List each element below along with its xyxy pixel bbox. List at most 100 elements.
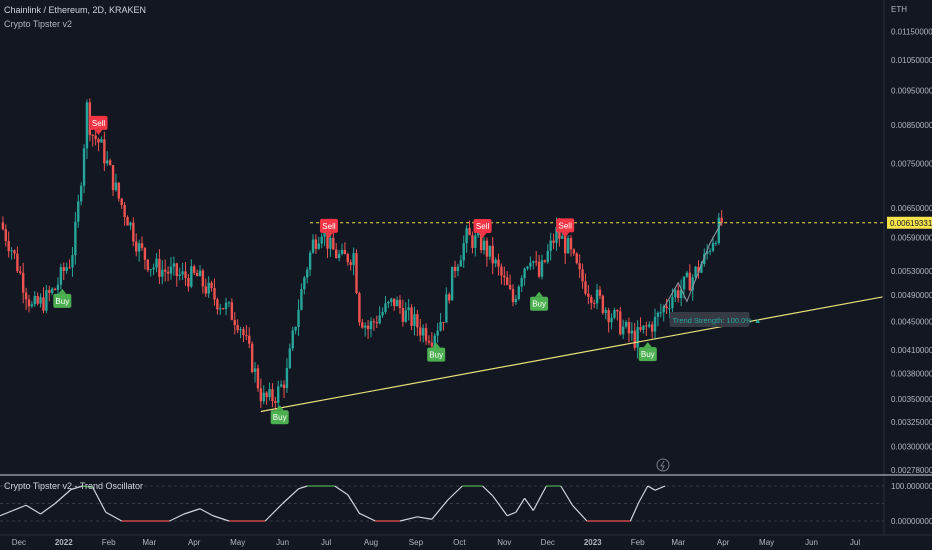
candle-body bbox=[10, 250, 13, 252]
sell-signal[interactable]: Sell bbox=[556, 218, 575, 238]
last-price-badge[interactable]: 0.00619331 bbox=[887, 216, 932, 229]
sell-signal[interactable]: Sell bbox=[473, 219, 492, 239]
oscillator-segment bbox=[82, 485, 93, 488]
candle-body bbox=[79, 185, 83, 202]
candle bbox=[624, 320, 628, 329]
buy-signal[interactable]: Buy bbox=[427, 342, 446, 362]
candle bbox=[300, 283, 303, 311]
candle bbox=[711, 236, 715, 253]
candle bbox=[491, 236, 494, 275]
candle-body bbox=[671, 297, 674, 309]
indicator-label[interactable]: Crypto Tipster v2 bbox=[4, 19, 73, 29]
oscillator-pane: 100.00000000 0.00000000 bbox=[0, 474, 932, 526]
candle bbox=[282, 380, 286, 399]
candle-body bbox=[352, 253, 355, 265]
sell-arrow bbox=[324, 232, 333, 238]
candle bbox=[459, 255, 463, 267]
candle-body bbox=[419, 327, 422, 336]
oscillator-segment bbox=[105, 511, 123, 522]
oscillator-segment bbox=[638, 485, 649, 503]
support-trendline[interactable] bbox=[260, 296, 883, 413]
candle-body bbox=[413, 314, 416, 326]
candle bbox=[39, 293, 42, 308]
candle bbox=[85, 99, 89, 159]
sell-signal[interactable]: Sell bbox=[319, 218, 338, 238]
candle bbox=[642, 325, 645, 334]
candle bbox=[453, 260, 457, 278]
candle-body bbox=[442, 322, 445, 324]
buy-text: Buy bbox=[273, 413, 287, 422]
candle-body bbox=[416, 314, 419, 328]
candle-body bbox=[436, 330, 439, 336]
candle bbox=[236, 319, 239, 334]
candle-body bbox=[346, 254, 350, 263]
candle-body bbox=[662, 306, 665, 313]
buy-signal[interactable]: Buy bbox=[53, 288, 72, 308]
candle-body bbox=[201, 270, 205, 287]
time-tick-label: Jun bbox=[276, 538, 289, 547]
candle-body bbox=[135, 241, 138, 252]
buy-signal[interactable]: Buy bbox=[638, 342, 657, 362]
candle bbox=[581, 263, 584, 289]
candle-body bbox=[508, 284, 512, 290]
time-axis[interactable]: Dec 2022 Feb Mar Apr May Jun Jul Aug Sep Oct Nov Dec… bbox=[0, 534, 932, 547]
candle-body bbox=[645, 325, 648, 327]
candle-body bbox=[685, 272, 689, 277]
candle bbox=[363, 322, 367, 337]
signals-layer: Buy Sell Buy Sell Buy Sell Buy Sell Buy bbox=[53, 115, 657, 425]
buy-signal[interactable]: Buy bbox=[270, 405, 289, 425]
oscillator-title[interactable]: Crypto Tipster v2 - Trend Oscillator bbox=[4, 481, 144, 491]
time-tick-label: May bbox=[759, 538, 774, 547]
candle-body bbox=[381, 312, 384, 316]
candle bbox=[108, 158, 112, 166]
candle-body bbox=[549, 240, 552, 251]
price-tick-label: 0.01050000 bbox=[891, 56, 932, 65]
candle bbox=[537, 255, 541, 279]
buy-arrow bbox=[58, 288, 67, 294]
candle bbox=[575, 252, 578, 265]
candle-body bbox=[337, 253, 341, 259]
candle-body bbox=[706, 251, 709, 254]
osc-level-label: 100.00000000 bbox=[891, 482, 932, 491]
candle bbox=[294, 326, 297, 335]
candle-body bbox=[224, 302, 228, 310]
buy-signal[interactable]: Buy bbox=[530, 291, 549, 311]
oscillator-segment bbox=[629, 501, 640, 522]
candle-body bbox=[372, 321, 376, 323]
oscillator-segment bbox=[298, 485, 308, 490]
oscillator-segment bbox=[532, 485, 547, 511]
candle bbox=[233, 312, 236, 335]
candle bbox=[184, 261, 187, 286]
oscillator-segment bbox=[506, 511, 517, 517]
candle bbox=[648, 321, 651, 329]
candle-body bbox=[332, 237, 335, 250]
candle bbox=[552, 233, 555, 250]
candle-body bbox=[195, 272, 199, 277]
candle bbox=[419, 318, 422, 342]
candle bbox=[77, 194, 80, 228]
candle bbox=[201, 268, 205, 294]
candle-body bbox=[387, 301, 390, 304]
candle bbox=[239, 326, 242, 339]
candle-body bbox=[439, 322, 442, 331]
candle bbox=[175, 262, 178, 287]
candle-body bbox=[82, 148, 86, 186]
sell-signal[interactable]: Sell bbox=[89, 115, 108, 135]
candle bbox=[172, 256, 176, 276]
candle bbox=[398, 295, 402, 315]
candle bbox=[30, 301, 34, 309]
candle bbox=[395, 296, 399, 307]
candle-body bbox=[297, 309, 300, 327]
candle-body bbox=[720, 217, 723, 223]
candle-body bbox=[256, 368, 260, 389]
price-axis[interactable]: 0.01150000 0.01050000 0.00950000 0.00850000… bbox=[656, 0, 932, 535]
candle bbox=[314, 234, 318, 254]
candle-body bbox=[120, 198, 123, 206]
candle-body bbox=[468, 228, 471, 236]
sell-text: Sell bbox=[476, 222, 490, 231]
candle-body bbox=[140, 243, 144, 248]
events-lightning-icon[interactable] bbox=[656, 458, 670, 472]
time-tick-label: Jul bbox=[321, 538, 331, 547]
trend-strength-label[interactable]: Trend Strength: 100.0% ▲ bbox=[669, 311, 762, 327]
